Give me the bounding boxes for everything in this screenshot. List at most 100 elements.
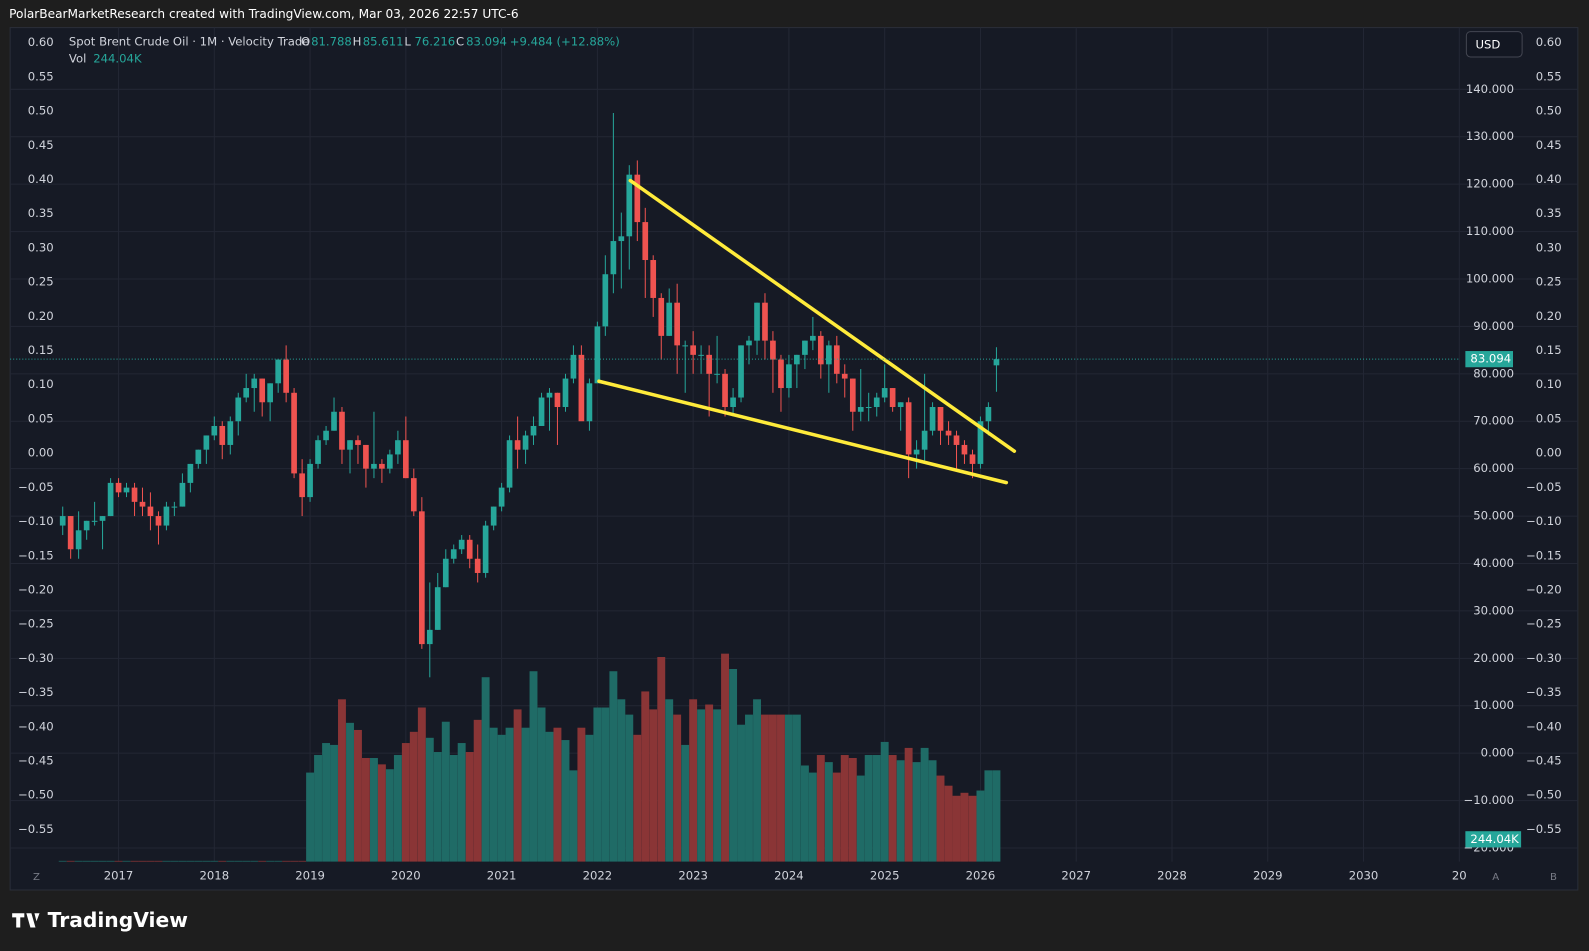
candle-body — [698, 354, 704, 356]
price-tick-label: 40.000 — [1473, 556, 1514, 570]
right-percent-label: −0.15 — [1526, 548, 1562, 562]
volume-bar — [298, 860, 307, 862]
x-tick-label: 2030 — [1349, 868, 1379, 882]
volume-bar — [529, 671, 538, 862]
candle-body — [857, 407, 864, 412]
candle-body — [538, 397, 545, 426]
volume-bar — [617, 699, 626, 862]
volume-bar — [433, 752, 442, 862]
x-tick-label: 2026 — [966, 868, 996, 882]
candle-body — [953, 435, 960, 445]
volume-bar — [58, 860, 67, 862]
candle-body — [243, 388, 250, 398]
volume-bar — [984, 770, 993, 862]
volume-bar — [960, 792, 969, 862]
candle-body — [395, 440, 401, 455]
volume-bar — [824, 762, 833, 862]
volume-bar — [832, 772, 841, 862]
volume-bar — [170, 860, 179, 862]
candle-body — [251, 378, 258, 389]
candle-body — [450, 549, 457, 559]
left-percent-label: 0.55 — [28, 69, 54, 83]
volume-bar — [385, 769, 394, 862]
x-tick-label: 2020 — [391, 868, 421, 882]
volume-bar — [449, 755, 458, 862]
candle-body — [706, 354, 712, 374]
candle-body — [642, 222, 649, 261]
volume-bar — [250, 860, 259, 862]
volume-bar — [282, 860, 291, 862]
candle-body — [291, 392, 297, 474]
ohlc-letter: O — [301, 34, 310, 48]
header-text: PolarBearMarketResearch created with Tra… — [9, 7, 518, 21]
candle-body — [889, 388, 896, 408]
candle-body — [307, 463, 313, 498]
left-percent-label: −0.25 — [18, 617, 54, 631]
volume-bar — [585, 734, 594, 862]
left-percent-label: −0.20 — [18, 582, 54, 596]
candle-body — [594, 326, 601, 384]
candle-body — [498, 487, 505, 507]
candle-body — [490, 506, 497, 526]
volume-bar — [66, 860, 75, 862]
volume-bar — [681, 744, 690, 862]
volume-bar — [457, 743, 466, 862]
right-percent-label: −0.30 — [1526, 651, 1562, 665]
left-percent-label: 0.30 — [28, 240, 54, 254]
volume-bar — [904, 747, 913, 862]
candle-body — [67, 516, 74, 550]
right-percent-label: 0.60 — [1536, 35, 1562, 49]
candle-body — [873, 397, 880, 408]
candle-body — [267, 383, 273, 403]
volume-bar — [401, 743, 410, 862]
candle-body — [115, 482, 122, 493]
candle-body — [865, 407, 872, 409]
x-tick-label: 2021 — [487, 868, 517, 882]
candle-body — [650, 260, 657, 298]
change-label: +9.484 (+12.88%) — [510, 34, 620, 48]
candle-body — [802, 340, 808, 355]
volume-bar — [258, 860, 267, 862]
ohlc-letter: H — [353, 34, 362, 48]
auto-button[interactable]: A — [1492, 872, 1499, 883]
z-button[interactable]: Z — [33, 872, 40, 883]
volume-bar — [90, 860, 99, 862]
volume-bar — [377, 764, 386, 862]
volume-bar — [82, 860, 91, 862]
candle-body — [841, 373, 848, 379]
volume-bar — [721, 653, 729, 862]
right-percent-label: 0.25 — [1536, 275, 1562, 289]
volume-bar — [553, 727, 562, 862]
price-tick-label: 50.000 — [1473, 509, 1514, 523]
left-percent-label: 0.00 — [28, 446, 54, 460]
right-percent-label: 0.05 — [1536, 411, 1562, 425]
left-percent-label: −0.05 — [18, 480, 54, 494]
price-tick-label: −10.000 — [1464, 793, 1515, 807]
candle-body — [211, 425, 218, 436]
candle-body — [578, 354, 585, 422]
grid — [10, 27, 1578, 862]
brand-name: TradingView — [48, 908, 188, 932]
candle-body — [778, 359, 784, 389]
candle-body — [634, 174, 641, 223]
x-tick-label: 2025 — [870, 868, 900, 882]
volume-bar — [753, 699, 761, 862]
volume-bar — [122, 860, 131, 862]
left-percent-label: −0.35 — [18, 685, 54, 699]
right-percent-label: 0.10 — [1536, 377, 1562, 391]
x-tick-label: 20 — [1452, 868, 1467, 882]
candle-body — [985, 407, 992, 422]
log-button[interactable]: B — [1550, 872, 1557, 883]
right-percent-label: 0.20 — [1536, 309, 1562, 323]
candle-body — [179, 482, 186, 507]
candle-body — [610, 241, 617, 275]
candle-body — [570, 354, 577, 379]
volume-bar — [713, 709, 722, 862]
price-tick-label: 30.000 — [1473, 603, 1514, 617]
volume-bar — [952, 795, 961, 862]
trendline — [597, 379, 1009, 485]
currency-button[interactable] — [1465, 31, 1523, 58]
currency-label[interactable]: USD — [1476, 37, 1501, 51]
candle-body — [666, 302, 673, 336]
